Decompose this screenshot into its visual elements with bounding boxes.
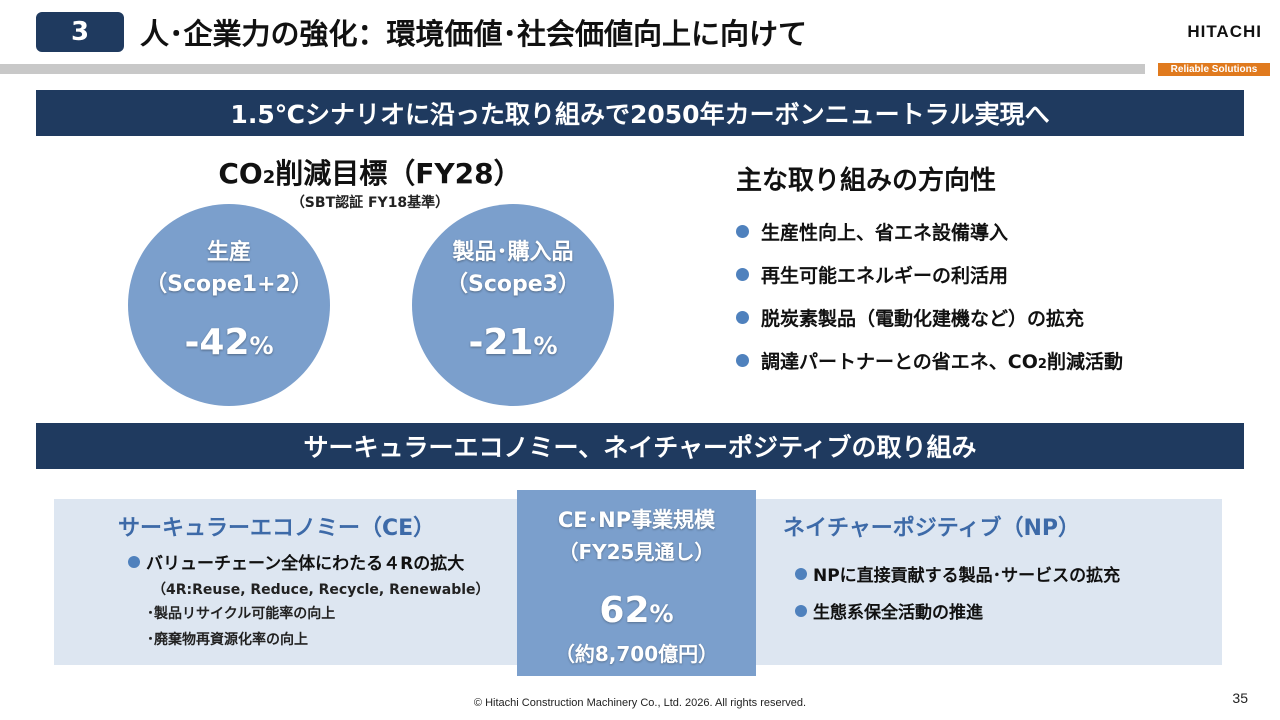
directions-item: 調達パートナーとの省エネ、CO2削減活動 [736,339,1123,382]
circle-scope: （Scope3） [446,272,580,297]
np-item: 生態系保全活動の推進 [795,592,1120,629]
circle-label: 製品･購入品 [452,240,574,265]
directions-item-text: 生産性向上、省エネ設備導入 [761,222,1009,244]
directions-item: 再生可能エネルギーの利活用 [736,253,1123,296]
np-item: NPに直接貢献する製品･サービスの拡充 [795,555,1120,592]
bullet-dot-icon [795,604,807,617]
scope3-target-circle: 製品･購入品 （Scope3） -21% [412,204,614,406]
circle-scope: （Scope1+2） [145,272,313,297]
tagline-badge: Reliable Solutions [1158,63,1270,76]
directions-title: 主な取り組みの方向性 [736,166,997,196]
hitachi-logo: HITACHI [1187,22,1262,41]
ce-4r-note: （4R:Reuse, Reduce, Recycle, Renewable） [152,582,490,598]
page-title: 人･企業力の強化：環境価値･社会価値向上に向けて [140,17,808,51]
circular-nature-banner: サーキュラーエコノミー、ネイチャーポジティブの取り組み [36,423,1244,469]
co2-target-title: CO2削減目標（FY28） [190,152,550,192]
circle-percent: -21% [412,322,614,363]
directions-item: 生産性向上、省エネ設備導入 [736,210,1123,253]
co2-title-subscript: 2 [262,167,276,188]
ce-sub-item: ･製品リサイクル可能率の向上 [147,606,336,622]
copyright-footer: © Hitachi Construction Machinery Co., Lt… [473,697,807,709]
bullet-dot-icon [128,555,140,568]
header-divider [0,64,1145,74]
business-scale-amount: （約8,700億円） [554,642,719,666]
bullet-dot-icon [736,354,749,367]
circle-label: 生産 [206,240,251,265]
business-scale-box: CE･NP事業規模 （FY25見通し） 62% （約8,700億円） [517,490,756,676]
bullet-dot-icon [736,225,749,238]
page-number: 35 [1232,690,1248,706]
scope12-target-circle: 生産 （Scope1+2） -42% [128,204,330,406]
business-scale-unit: % [649,600,674,628]
co2-title-prefix: CO [218,157,263,190]
circle-percent: -42% [128,322,330,363]
circle-unit: % [249,332,274,360]
directions-item: 脱炭素製品（電動化建機など）の拡充 [736,296,1123,339]
section-number-badge: 3 [36,12,124,52]
business-scale-value: 62 [599,590,650,631]
carbon-neutral-banner: 1.5℃シナリオに沿った取り組みで2050年カーボンニュートラル実現へ [36,90,1244,136]
business-scale-title: CE･NP事業規模 [557,508,716,532]
ce-main-item-text: バリューチェーン全体にわたる４Rの拡大 [146,554,465,574]
directions-item-subscript: 2 [1037,357,1047,372]
bullet-dot-icon [795,567,807,580]
circle-value: -42 [184,322,250,363]
circle-value: -21 [468,322,534,363]
business-scale-subtitle: （FY25見通し） [558,540,715,564]
np-title: ネイチャーポジティブ（NP） [783,516,1080,541]
directions-item-text: 再生可能エネルギーの利活用 [761,265,1009,287]
ce-main-item: バリューチェーン全体にわたる４Rの拡大 [128,549,464,574]
ce-title: サーキュラーエコノミー（CE） [118,516,436,541]
directions-list: 生産性向上、省エネ設備導入 再生可能エネルギーの利活用 脱炭素製品（電動化建機な… [736,210,1123,382]
bullet-dot-icon [736,311,749,324]
co2-target-subtitle: （SBT認証 FY18基準） [290,195,450,211]
np-item-text: 生態系保全活動の推進 [813,603,983,623]
directions-item-suffix: 削減活動 [1046,351,1123,373]
ce-sub-item: ･廃棄物再資源化率の向上 [147,632,308,648]
bullet-dot-icon [736,268,749,281]
directions-item-text: 調達パートナーとの省エネ、CO2削減活動 [761,347,1123,374]
circle-unit: % [533,332,558,360]
co2-title-suffix: 削減目標（FY28） [275,157,522,190]
directions-item-text: 脱炭素製品（電動化建機など）の拡充 [761,308,1085,330]
np-list: NPに直接貢献する製品･サービスの拡充 生態系保全活動の推進 [795,555,1120,629]
business-scale-percent: 62% [517,590,756,631]
directions-item-prefix: 調達パートナーとの省エネ、CO [761,351,1038,373]
np-item-text: NPに直接貢献する製品･サービスの拡充 [813,566,1121,586]
